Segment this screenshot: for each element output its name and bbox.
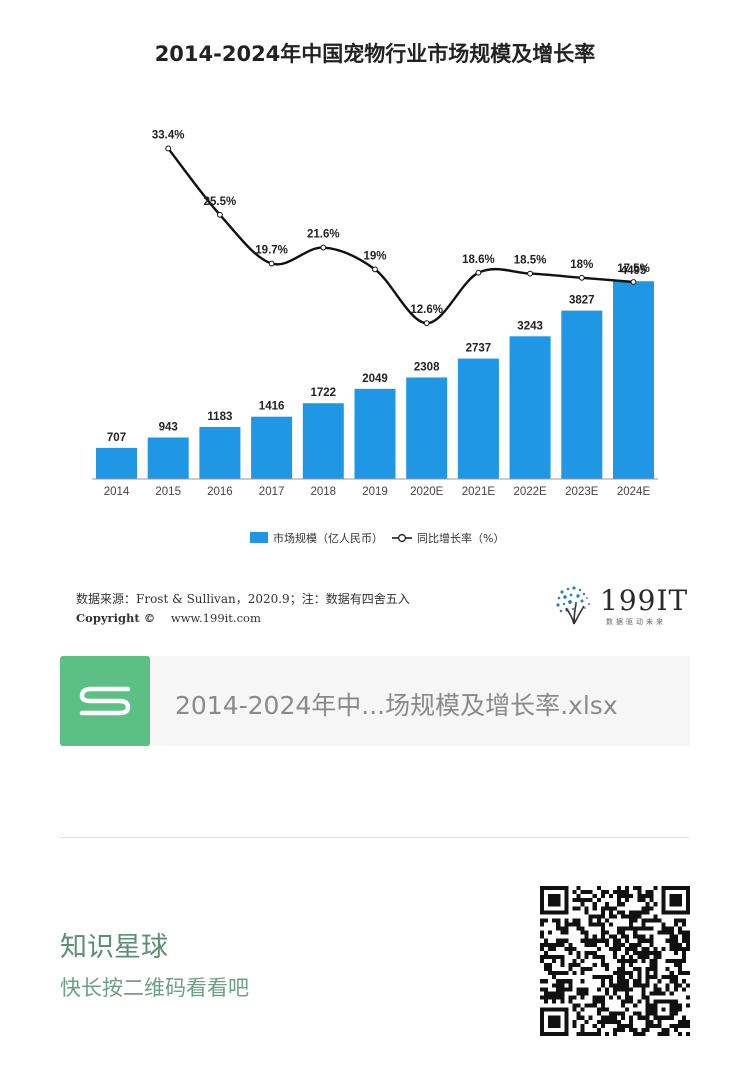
chart-area: 2014-2024年中国宠物行业市场规模及增长率 707 2014 943 2015 1… — [76, 42, 687, 628]
bar-data-label: 3243 — [517, 320, 543, 332]
bar — [613, 281, 654, 479]
x-tick-label: 2021E — [462, 486, 496, 498]
divider — [60, 837, 690, 838]
growth-rate-label: 25.5% — [204, 196, 237, 208]
x-tick-label: 2015 — [155, 486, 181, 498]
spreadsheet-s-icon — [60, 656, 150, 746]
growth-rate-point — [630, 279, 637, 285]
x-tick-label: 2019 — [362, 486, 388, 498]
bar-data-label: 4495 — [621, 265, 647, 277]
file-name: 2014-2024年中...场规模及增长率.xlsx — [175, 691, 618, 720]
legend-bar-swatch — [250, 532, 268, 543]
bar-data-label: 2737 — [466, 343, 492, 355]
file-attachment-card[interactable]: 2014-2024年中...场规模及增长率.xlsx — [60, 656, 690, 746]
growth-rate-point — [475, 269, 482, 276]
bar-data-label: 1183 — [207, 411, 232, 423]
growth-rate-label: 17.5% — [617, 263, 650, 275]
legend-bar-label: 市场规模（亿人民币） — [273, 531, 383, 545]
x-tick-label: 2023E — [565, 486, 599, 498]
growth-rate-label: 33.4% — [152, 129, 185, 141]
growth-rate-label: 18.6% — [462, 254, 495, 266]
growth-rate-point — [423, 320, 430, 327]
growth-rate-line — [167, 147, 634, 325]
growth-rate-point — [268, 260, 275, 267]
website-link[interactable]: www.199it.com — [170, 611, 261, 625]
bar-data-label: 943 — [159, 422, 178, 434]
growth-rate-point — [165, 145, 172, 152]
planet-name: 知识星球 — [60, 932, 168, 963]
logo-text: 199IT — [600, 584, 689, 617]
x-tick-label: 2017 — [259, 486, 285, 498]
bar — [302, 403, 344, 479]
bar — [147, 437, 189, 479]
bar-data-label: 2308 — [414, 361, 440, 373]
x-tick-label: 2016 — [207, 486, 233, 498]
legend-line-label: 同比增长率（%） — [417, 531, 504, 545]
planet-hint: 快长按二维码看看吧 — [60, 976, 249, 1000]
bar-data-label: 707 — [107, 432, 126, 444]
x-tick-label: 2018 — [311, 486, 337, 498]
growth-rate-point — [372, 266, 378, 273]
bar — [561, 310, 603, 479]
growth-rate-point — [578, 274, 585, 281]
growth-rate-label: 19.7% — [255, 245, 288, 257]
x-tick-label: 2014 — [104, 486, 130, 498]
s-letter-icon — [79, 686, 131, 716]
growth-rate-point — [527, 270, 533, 277]
bar — [354, 388, 396, 479]
growth-rate-point — [320, 244, 327, 251]
qr-code-icon[interactable] — [540, 886, 690, 1036]
x-tick-label: 2022E — [513, 486, 547, 498]
bar — [251, 416, 293, 479]
growth-rate-label: 18.5% — [514, 255, 547, 267]
chart-svg: 707 2014 943 2015 1183 2016 1416 2017 1722 2018 20… — [92, 129, 658, 545]
dandelion-logo-icon — [556, 586, 591, 625]
logo-tagline: 数据驱动未来 — [606, 618, 666, 626]
chart-title: 2014-2024年中国宠物行业市场规模及增长率 — [154, 42, 596, 66]
growth-rate-label: 21.6% — [307, 229, 340, 241]
x-tick-label: 2020E — [410, 486, 444, 498]
growth-rate-label: 19% — [363, 250, 386, 262]
bar — [96, 447, 137, 479]
data-source: 数据来源：Frost & Sullivan，2020.9；注：数据有四舍五入 — [76, 592, 410, 606]
bar-data-label: 1722 — [311, 387, 337, 399]
growth-rate-label: 12.6% — [410, 304, 443, 316]
bar-data-label: 3827 — [569, 295, 595, 307]
growth-rate-label: 18% — [570, 259, 593, 271]
copyright-label: Copyright © — [76, 611, 156, 625]
bar — [509, 336, 551, 479]
bar-data-label: 2049 — [362, 373, 388, 385]
copyright-line: Copyright © www.199it.com — [76, 611, 261, 625]
bar — [199, 426, 241, 479]
bar — [457, 358, 499, 479]
legend-line-marker — [398, 533, 407, 542]
bar-data-label: 1416 — [259, 401, 285, 413]
bar — [406, 377, 448, 479]
brand-logo: 199IT 数据驱动未来 — [554, 584, 687, 628]
x-tick-label: 2024E — [617, 486, 651, 498]
growth-rate-point — [217, 211, 223, 218]
